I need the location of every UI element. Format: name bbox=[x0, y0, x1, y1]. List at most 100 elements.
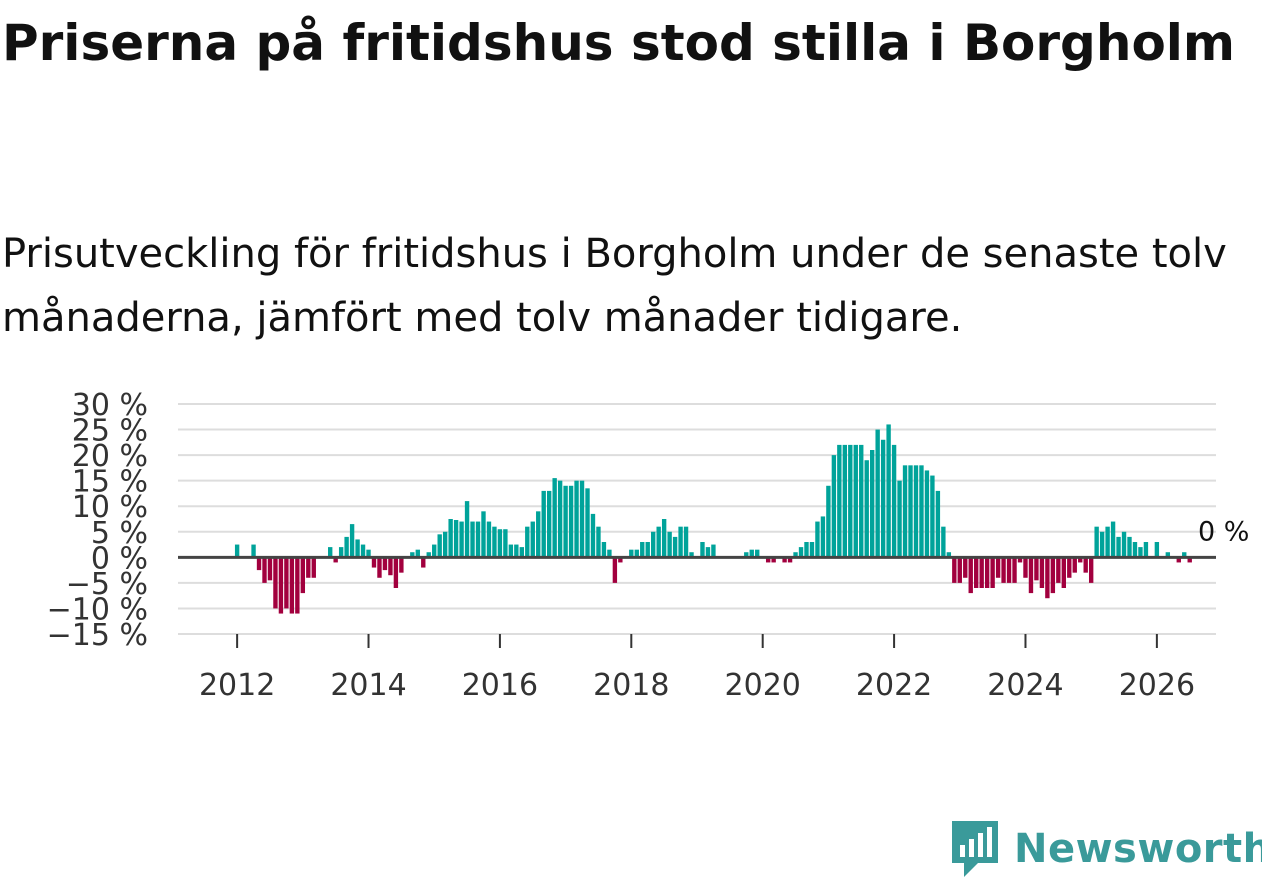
bar bbox=[787, 557, 793, 563]
bar bbox=[771, 557, 776, 563]
bar bbox=[941, 526, 946, 558]
bar bbox=[1182, 552, 1187, 558]
bar bbox=[590, 513, 596, 558]
bar bbox=[1067, 557, 1072, 578]
bar bbox=[870, 450, 875, 558]
bar bbox=[377, 557, 382, 578]
bar bbox=[596, 526, 601, 558]
bar bbox=[1138, 547, 1143, 558]
bar bbox=[585, 488, 590, 558]
bar bbox=[974, 557, 979, 588]
bar bbox=[935, 490, 941, 558]
bar bbox=[273, 557, 278, 609]
bar bbox=[1028, 557, 1034, 594]
bar bbox=[1056, 557, 1061, 583]
bar bbox=[251, 544, 256, 558]
bar bbox=[645, 542, 650, 558]
bar bbox=[859, 444, 864, 558]
bar bbox=[399, 557, 404, 573]
bar bbox=[979, 557, 984, 588]
bar bbox=[919, 465, 924, 558]
bar bbox=[1154, 542, 1160, 558]
bar bbox=[672, 536, 678, 558]
x-tick-label: 2012 bbox=[199, 668, 275, 703]
gridlines bbox=[178, 403, 1216, 635]
bar bbox=[1061, 557, 1066, 588]
bar bbox=[437, 534, 442, 558]
bar bbox=[333, 557, 338, 563]
y-tick-label: 15 % bbox=[72, 465, 148, 500]
y-tick-label: 5 % bbox=[91, 516, 148, 551]
bar bbox=[1006, 557, 1012, 583]
bar bbox=[990, 557, 995, 588]
y-tick-label: 20 % bbox=[72, 439, 148, 474]
bar bbox=[744, 552, 749, 558]
bar bbox=[629, 549, 634, 558]
bar bbox=[837, 444, 842, 558]
bar bbox=[371, 557, 377, 568]
x-tick-label: 2022 bbox=[856, 668, 932, 703]
bar bbox=[426, 552, 431, 558]
bar bbox=[897, 480, 902, 558]
bar bbox=[891, 444, 897, 558]
bar bbox=[1083, 557, 1088, 573]
bar bbox=[1012, 557, 1017, 583]
bar bbox=[503, 529, 508, 558]
bar bbox=[946, 552, 952, 558]
bar bbox=[486, 521, 492, 558]
bar bbox=[607, 549, 612, 558]
chart-subtitle: Prisutveckling för fritidshus i Borgholm… bbox=[2, 231, 1227, 341]
bar bbox=[557, 480, 563, 558]
bar bbox=[338, 547, 344, 558]
bar bbox=[552, 478, 557, 558]
bar bbox=[262, 557, 267, 583]
x-tick-label: 2016 bbox=[462, 668, 538, 703]
bar bbox=[519, 547, 524, 558]
x-tick-label: 2014 bbox=[330, 668, 406, 703]
bar bbox=[1121, 531, 1127, 558]
bar bbox=[601, 542, 607, 558]
bar bbox=[311, 557, 316, 578]
bar bbox=[1094, 526, 1099, 558]
bar bbox=[963, 557, 968, 578]
bar bbox=[842, 444, 848, 558]
bar bbox=[525, 526, 530, 558]
chart-title: Priserna på fritidshus stod stilla i Bor… bbox=[2, 14, 1236, 72]
bar bbox=[678, 526, 683, 558]
bar bbox=[651, 531, 656, 558]
y-tick-label: −10 % bbox=[47, 592, 148, 627]
bar bbox=[815, 521, 820, 558]
bar bbox=[256, 557, 262, 571]
bar bbox=[393, 557, 399, 588]
bar bbox=[234, 544, 240, 558]
bar bbox=[952, 557, 957, 583]
bar bbox=[886, 424, 891, 558]
bar bbox=[913, 465, 919, 558]
bar bbox=[875, 429, 880, 558]
bar-chart: 30 %25 %20 %15 %10 %5 %0 %−5 %−10 %−15 %… bbox=[47, 388, 1250, 703]
bar bbox=[289, 557, 295, 614]
bar bbox=[880, 439, 886, 558]
bar bbox=[497, 529, 503, 558]
bar bbox=[820, 516, 826, 558]
bar bbox=[448, 519, 453, 558]
x-tick-label: 2020 bbox=[725, 668, 801, 703]
bar bbox=[957, 557, 962, 583]
bar bbox=[536, 511, 541, 558]
bar bbox=[634, 549, 639, 558]
bar bbox=[574, 480, 579, 558]
bar bbox=[360, 544, 366, 558]
bar bbox=[618, 557, 623, 563]
bar bbox=[530, 521, 535, 558]
bar bbox=[481, 511, 486, 558]
bar bbox=[864, 460, 869, 558]
bar bbox=[612, 557, 618, 583]
bar bbox=[1143, 542, 1149, 558]
bar bbox=[1017, 557, 1023, 563]
bar bbox=[1105, 526, 1110, 558]
bar bbox=[755, 549, 760, 558]
bar bbox=[809, 542, 815, 558]
axes: 30 %25 %20 %15 %10 %5 %0 %−5 %−10 %−15 %… bbox=[47, 388, 1250, 703]
bar bbox=[640, 542, 645, 558]
bar bbox=[1176, 557, 1181, 563]
